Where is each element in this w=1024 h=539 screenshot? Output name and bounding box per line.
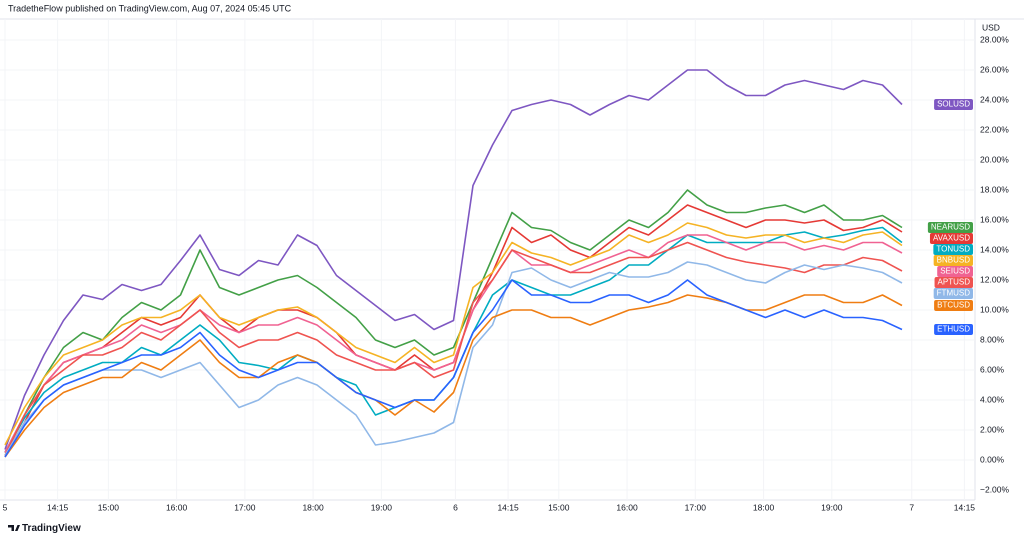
x-tick-label: 18:00 (753, 502, 775, 512)
y-tick-label: 8.00% (980, 334, 1005, 344)
series-label: APTUSD (934, 277, 973, 288)
series-line (4, 241, 903, 456)
series-line (4, 294, 903, 458)
legend-swatch (927, 222, 973, 233)
series-label: FTMUSD (933, 288, 973, 299)
x-tick-label: 14:15 (497, 502, 519, 512)
header: TradetheFlow published on TradingView.co… (8, 3, 292, 13)
y-tick-label: 16.00% (980, 214, 1009, 224)
y-tick-label: 4.00% (980, 394, 1005, 404)
y-tick-label: 12.00% (980, 274, 1009, 284)
series-line (4, 69, 903, 450)
y-tick-label: 10.00% (980, 304, 1009, 314)
legend-label: TONUSD (936, 245, 970, 254)
footer: TradingView (22, 523, 81, 534)
legend-label: AVAXUSD (933, 234, 970, 243)
y-tick-label: 20.00% (980, 154, 1009, 164)
legend-swatch (937, 266, 973, 277)
legend-swatch (929, 233, 973, 244)
legend-swatch (933, 288, 973, 299)
series-line (4, 222, 903, 446)
legend-label: ETHUSD (937, 325, 970, 334)
x-tick-label: 15:00 (548, 502, 570, 512)
legend-label: SEIUSD (940, 267, 970, 276)
series-label: NEARUSD (927, 222, 973, 233)
legend-swatch (933, 244, 973, 255)
series-line (4, 261, 903, 456)
y-tick-label: −2.00% (980, 484, 1010, 494)
y-tick-label: 6.00% (980, 364, 1005, 374)
x-tick-label: 17:00 (685, 502, 707, 512)
series-line (4, 189, 903, 453)
series-label: ETHUSD (934, 324, 973, 335)
legend-swatch (934, 277, 973, 288)
x-tick-label: 14:15 (47, 502, 69, 512)
logo (8, 525, 20, 531)
series-label: TONUSD (933, 244, 973, 255)
legend-label: APTUSD (938, 278, 971, 287)
x-tick-label: 19:00 (371, 502, 393, 512)
legend-label: SOLUSD (937, 100, 970, 109)
x-tick-label: 19:00 (821, 502, 843, 512)
x-tick-label: 18:00 (302, 502, 324, 512)
x-tick-label: 17:00 (234, 502, 256, 512)
legend-swatch (934, 99, 973, 110)
y-tick-label: 0.00% (980, 454, 1005, 464)
x-tick-label: 6 (453, 502, 458, 512)
x-tick-label: 5 (3, 502, 8, 512)
y-tick-label: 28.00% (980, 34, 1009, 44)
series-label: AVAXUSD (929, 233, 973, 244)
x-tick-label: 16:00 (616, 502, 638, 512)
series-label: SOLUSD (934, 99, 973, 110)
grid (0, 19, 975, 500)
legend-swatch (934, 300, 973, 311)
legend-label: NEARUSD (931, 223, 970, 232)
y-tick-label: 2.00% (980, 424, 1005, 434)
currency: USD (982, 22, 1000, 32)
legend-swatch (933, 255, 973, 266)
legend-swatch (934, 324, 973, 335)
y-tick-label: 14.00% (980, 244, 1009, 254)
legend-label: BNBUSD (937, 256, 971, 265)
series-line (4, 234, 903, 453)
series-label: SEIUSD (937, 266, 973, 277)
x-tick-label: 15:00 (98, 502, 120, 512)
legend-label: BTCUSD (937, 301, 970, 310)
y-tick-label: 22.00% (980, 124, 1009, 134)
y-tick-label: 26.00% (980, 64, 1009, 74)
x-tick-label: 16:00 (166, 502, 188, 512)
series-line (4, 279, 903, 458)
x-tick-label: 14:15 (954, 502, 976, 512)
x-tick-label: 7 (909, 502, 914, 512)
legend-label: FTMUSD (937, 289, 971, 298)
series-label: BTCUSD (934, 300, 973, 311)
y-tick-label: 18.00% (980, 184, 1009, 194)
y-tick-label: 24.00% (980, 94, 1009, 104)
series-label: BNBUSD (933, 255, 973, 266)
